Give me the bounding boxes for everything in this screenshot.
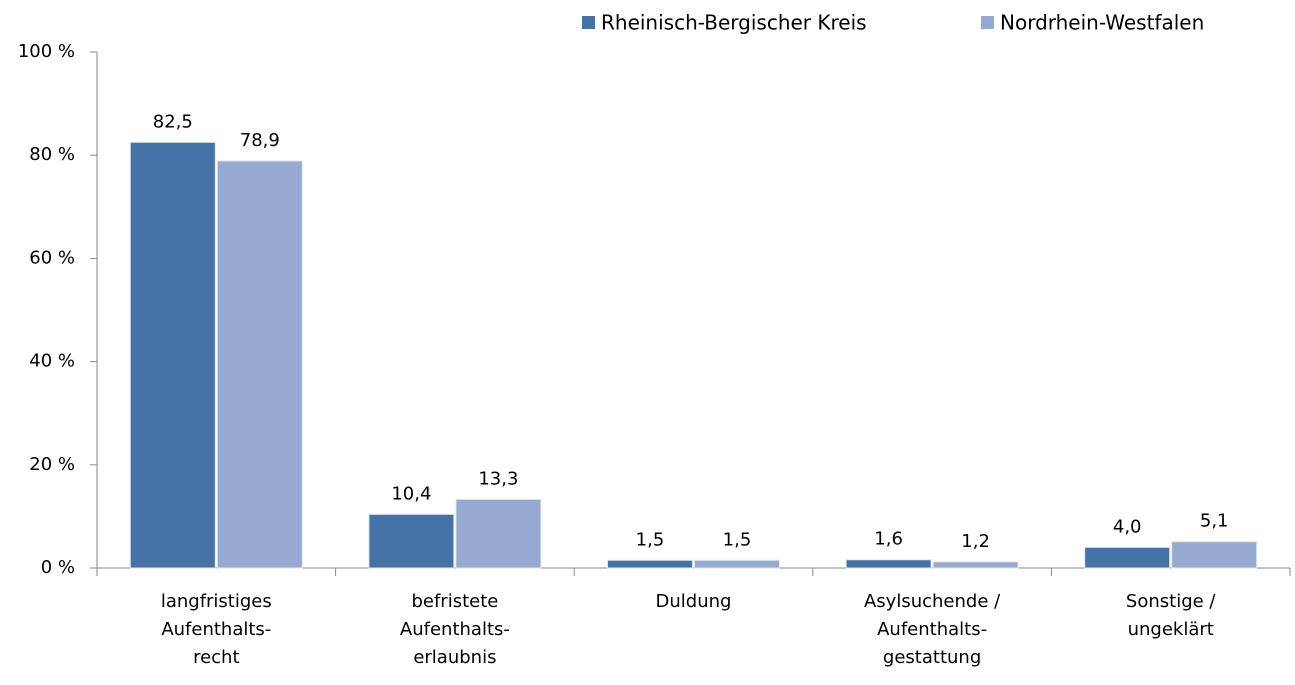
- value-label: 13,3: [478, 468, 518, 489]
- value-label: 5,1: [1200, 511, 1229, 532]
- legend-swatch: [981, 16, 994, 29]
- value-label: 1,5: [636, 529, 665, 550]
- y-tick-label: 20 %: [29, 454, 75, 475]
- bar: [607, 559, 693, 569]
- bar: [1084, 546, 1171, 569]
- y-tick-label: 80 %: [29, 144, 75, 165]
- y-tick-label: 0 %: [41, 557, 75, 578]
- legend-label: Nordrhein-Westfalen: [1000, 11, 1204, 35]
- legend-swatch: [582, 16, 595, 29]
- y-tick-label: 100 %: [18, 41, 75, 62]
- bar: [216, 160, 303, 569]
- bar: [455, 498, 542, 569]
- bar: [932, 561, 1019, 569]
- x-tick-label: langfristiges Aufenthalts-recht: [161, 591, 272, 668]
- x-tick-label: Sonstige / ungeklärt: [1126, 591, 1217, 640]
- legend-label: Rheinisch-Bergischer Kreis: [601, 11, 867, 35]
- value-label: 1,2: [961, 531, 990, 552]
- x-tick-label: befristete Aufenthalts-erlaubnis: [400, 591, 510, 668]
- bar: [368, 513, 455, 569]
- bar: [694, 559, 780, 569]
- value-label: 82,5: [153, 111, 193, 132]
- value-label: 4,0: [1113, 516, 1142, 537]
- y-tick-label: 40 %: [29, 351, 75, 372]
- value-label: 10,4: [391, 483, 431, 504]
- bar: [1171, 541, 1258, 569]
- x-tick-label: Duldung: [656, 591, 732, 612]
- bar: [129, 141, 216, 569]
- x-tick-label: Asylsuchende / Aufenthalts-gestattung: [864, 591, 1001, 668]
- value-label: 1,6: [874, 529, 903, 550]
- y-tick-label: 60 %: [29, 247, 75, 268]
- value-label: 1,5: [723, 529, 752, 550]
- bar: [845, 559, 932, 569]
- value-label: 78,9: [240, 130, 280, 151]
